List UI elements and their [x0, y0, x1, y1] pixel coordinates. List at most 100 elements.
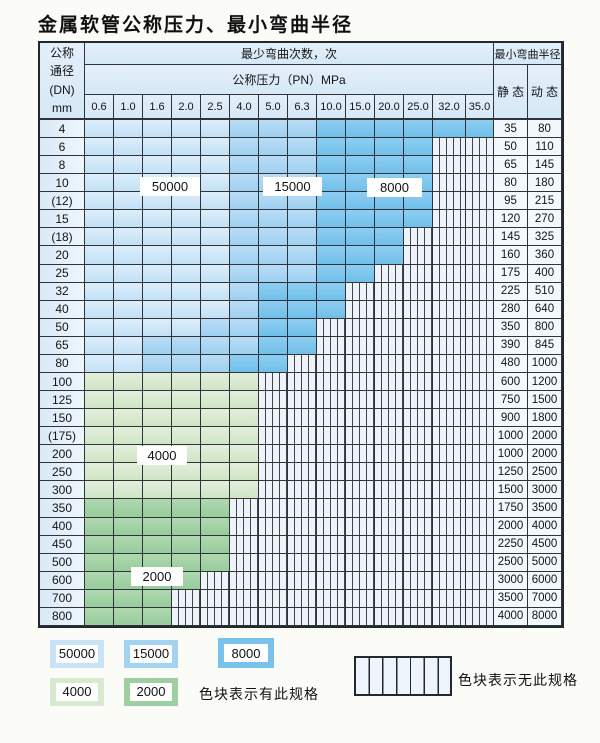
spec-cell — [143, 210, 172, 229]
spec-cell — [230, 445, 259, 464]
spec-cell — [114, 156, 143, 175]
spec-cell — [230, 264, 259, 283]
spec-cell — [346, 282, 375, 301]
spec-cell — [288, 463, 317, 482]
dn-header: 公称 通径 (DN) mm — [40, 43, 85, 120]
static-header: 静 态 — [494, 65, 528, 120]
spec-cell — [433, 481, 466, 500]
spec-cell — [201, 499, 230, 518]
spec-cell — [114, 210, 143, 229]
dynamic-header: 动 态 — [528, 65, 562, 120]
dn-value: 125 — [40, 391, 85, 410]
dynamic-value: 110 — [528, 138, 562, 157]
dynamic-value: 180 — [528, 174, 562, 193]
spec-cell — [433, 228, 466, 247]
spec-cell — [259, 228, 288, 247]
spec-cell — [230, 427, 259, 446]
spec-cell — [288, 156, 317, 175]
spec-cell — [143, 481, 172, 500]
spec-cell — [404, 481, 433, 500]
cycle-label-4000: 4000 — [137, 446, 187, 465]
spec-cell — [433, 499, 466, 518]
spec-cell — [317, 481, 346, 500]
spec-cell — [201, 427, 230, 446]
spec-cell — [259, 156, 288, 175]
spec-cell — [259, 571, 288, 590]
spec-cell — [201, 264, 230, 283]
spec-cell — [259, 409, 288, 428]
spec-cell — [172, 589, 201, 608]
static-value: 3500 — [494, 589, 528, 608]
spec-cell — [85, 138, 114, 157]
spec-cell — [259, 463, 288, 482]
spec-cell — [466, 156, 494, 175]
spec-cell — [230, 553, 259, 572]
spec-cell — [143, 463, 172, 482]
dynamic-value: 270 — [528, 210, 562, 229]
spec-cell — [201, 372, 230, 392]
spec-cell — [288, 138, 317, 157]
static-value: 280 — [494, 300, 528, 319]
spec-cell — [85, 354, 114, 373]
spec-cell — [466, 210, 494, 229]
spec-cell — [288, 336, 317, 355]
dynamic-value: 6000 — [528, 571, 562, 590]
spec-cell — [466, 336, 494, 355]
spec-cell — [172, 192, 201, 211]
dynamic-value: 80 — [528, 120, 562, 139]
spec-cell — [317, 228, 346, 247]
spec-cell — [346, 391, 375, 410]
spec-cell — [230, 120, 259, 139]
spec-cell — [317, 336, 346, 355]
spec-cell — [259, 192, 288, 211]
static-value: 65 — [494, 156, 528, 175]
spec-cell — [317, 246, 346, 265]
spec-cell — [172, 517, 201, 536]
dynamic-value: 800 — [528, 318, 562, 337]
spec-cell — [85, 336, 114, 355]
dynamic-value: 4500 — [528, 535, 562, 554]
spec-cell — [466, 120, 494, 139]
spec-cell — [346, 228, 375, 247]
spec-cell — [404, 354, 433, 373]
spec-cell — [85, 246, 114, 265]
spec-cell — [85, 391, 114, 410]
spec-cell — [230, 589, 259, 608]
spec-cell — [143, 336, 172, 355]
dn-value: 100 — [40, 372, 85, 392]
spec-cell — [466, 228, 494, 247]
dynamic-value: 2500 — [528, 463, 562, 482]
spec-cell — [317, 427, 346, 446]
spec-cell — [230, 535, 259, 554]
spec-cell — [433, 156, 466, 175]
spec-cell — [288, 228, 317, 247]
dn-value: 300 — [40, 481, 85, 500]
spec-cell — [466, 246, 494, 265]
spec-cell — [143, 391, 172, 410]
spec-cell — [230, 499, 259, 518]
cycle-label-50000: 50000 — [140, 177, 200, 196]
radius-header: 最小弯曲半径 — [494, 43, 562, 65]
spec-cell — [259, 427, 288, 446]
spec-cell — [201, 120, 230, 139]
spec-cell — [143, 246, 172, 265]
spec-cell — [433, 138, 466, 157]
pressure-value: 1.0 — [114, 95, 143, 120]
dynamic-value: 2000 — [528, 445, 562, 464]
spec-cell — [143, 192, 172, 211]
dynamic-value: 7000 — [528, 589, 562, 608]
spec-cell — [85, 463, 114, 482]
spec-cell — [346, 445, 375, 464]
spec-cell — [201, 336, 230, 355]
spec-cell — [346, 372, 375, 392]
spec-cell — [85, 553, 114, 572]
spec-cell — [346, 463, 375, 482]
spec-cell — [85, 282, 114, 301]
legend-no-spec-text: 色块表示无此规格 — [458, 672, 578, 688]
spec-cell — [114, 372, 143, 392]
spec-cell — [288, 409, 317, 428]
dynamic-value: 3500 — [528, 499, 562, 518]
spec-cell — [317, 192, 346, 211]
spec-cell — [85, 445, 114, 464]
spec-cell — [143, 282, 172, 301]
